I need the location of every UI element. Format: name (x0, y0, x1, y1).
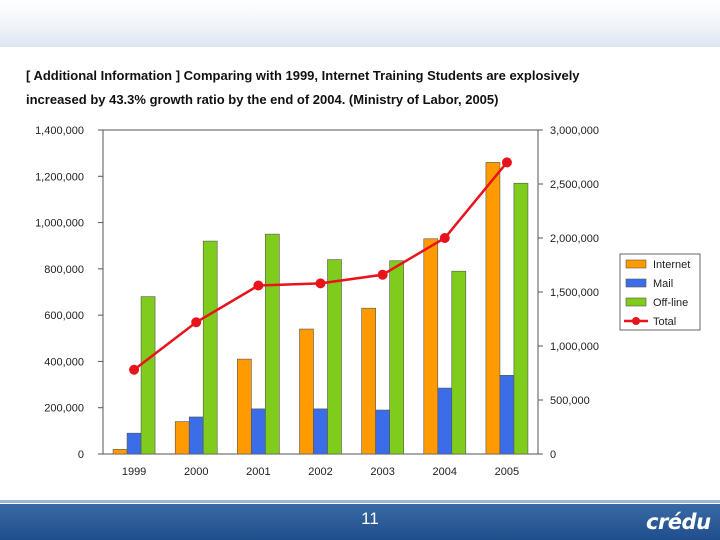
bar-mail (251, 408, 266, 455)
left-axis-tick-label: 800,000 (44, 264, 84, 276)
bar-offline (140, 296, 156, 455)
header-band (0, 0, 720, 47)
legend-swatch (625, 297, 647, 307)
x-axis-tick-label: 1999 (122, 466, 146, 478)
right-axis-tick-label: 1,000,000 (550, 341, 599, 353)
left-axis-tick-label: 600,000 (44, 310, 84, 322)
total-point (377, 269, 388, 280)
x-axis-tick-label: 2004 (433, 466, 457, 478)
bar-offline (202, 240, 218, 455)
legend-label: Total (653, 316, 676, 328)
legend-swatch-marker (632, 317, 640, 325)
legend-label: Internet (653, 259, 690, 271)
bar-internet (299, 328, 314, 455)
bar-mail (437, 387, 453, 455)
note-line-1: [ Additional Information ] Comparing wit… (26, 68, 580, 83)
legend-swatch (625, 259, 647, 269)
bar-offline (451, 270, 467, 455)
bar-mail (499, 375, 515, 455)
total-line (133, 161, 508, 371)
left-axis-tick-label: 0 (78, 449, 84, 461)
bar-offline (265, 233, 280, 455)
legend-label: Off-line (653, 297, 688, 309)
footer-divider (0, 500, 720, 503)
bar-internet (112, 449, 128, 455)
right-axis-tick-label: 1,500,000 (550, 287, 599, 299)
page-number: 11 (361, 509, 379, 528)
left-axis-tick-label: 400,000 (44, 356, 84, 368)
bar-mail (375, 409, 390, 455)
left-axis-tick-label: 1,000,000 (35, 218, 84, 230)
bar-internet (237, 358, 252, 455)
right-axis-tick-label: 2,500,000 (550, 179, 599, 191)
bar-offline (513, 182, 529, 455)
left-axis-tick-label: 1,400,000 (35, 125, 84, 137)
total-point (129, 364, 140, 375)
brand-logo: crédu (646, 510, 711, 534)
bar-mail (126, 432, 142, 455)
total-point (191, 317, 202, 328)
x-axis-tick-label: 2000 (184, 466, 208, 478)
right-axis-tick-label: 2,000,000 (550, 233, 599, 245)
left-axis-tick-label: 200,000 (44, 403, 84, 415)
bar-offline (327, 259, 342, 455)
plot-area-frame (102, 129, 539, 455)
right-axis-tick-label: 0 (550, 449, 556, 461)
legend-swatch (625, 278, 647, 288)
additional-info-text: [ Additional Information ] Comparing wit… (26, 64, 706, 112)
total-point (501, 157, 512, 168)
bar-internet (485, 162, 501, 455)
bar-internet (174, 421, 190, 455)
x-axis-tick-label: 2001 (246, 466, 270, 478)
total-point (253, 280, 264, 291)
total-point (439, 233, 450, 243)
left-axis-tick-label: 1,200,000 (35, 171, 84, 183)
bar-internet (361, 307, 376, 455)
x-axis-tick-label: 2002 (308, 466, 332, 478)
footer-bar (0, 504, 720, 540)
bar-mail (188, 416, 204, 455)
right-axis-tick-label: 500,000 (550, 395, 590, 407)
bar-mail (313, 408, 328, 455)
x-axis-tick-label: 2003 (370, 466, 394, 478)
right-axis-tick-label: 3,000,000 (550, 125, 599, 137)
bar-internet (423, 238, 439, 455)
legend-label: Mail (653, 278, 673, 290)
total-point (315, 278, 326, 289)
x-axis-tick-label: 2005 (495, 466, 519, 478)
bar-offline (389, 260, 404, 455)
note-line-2: increased by 43.3% growth ratio by the e… (26, 92, 499, 107)
